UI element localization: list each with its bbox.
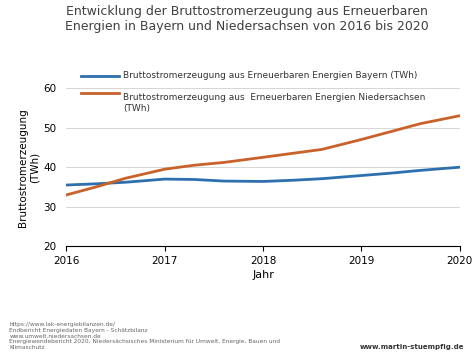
Y-axis label: Bruttostromerzeugung
(TWh): Bruttostromerzeugung (TWh) bbox=[18, 108, 39, 227]
Text: www.martin-stuempfig.de: www.martin-stuempfig.de bbox=[360, 344, 465, 350]
Text: Bruttostromerzeugung aus Erneuerbaren Energien Bayern (TWh): Bruttostromerzeugung aus Erneuerbaren En… bbox=[123, 71, 418, 80]
Text: Entwicklung der Bruttostromerzeugung aus Erneuerbaren
Energien in Bayern und Nie: Entwicklung der Bruttostromerzeugung aus… bbox=[64, 5, 428, 33]
Text: https://www.lak-energiebilanzen.de/
Endbericht Energiedaten Bayern - Schätzbilan: https://www.lak-energiebilanzen.de/ Endb… bbox=[9, 322, 281, 350]
X-axis label: Jahr: Jahr bbox=[252, 270, 274, 280]
Text: Bruttostromerzeugung aus  Erneuerbaren Energien Niedersachsen
(TWh): Bruttostromerzeugung aus Erneuerbaren En… bbox=[123, 93, 426, 113]
